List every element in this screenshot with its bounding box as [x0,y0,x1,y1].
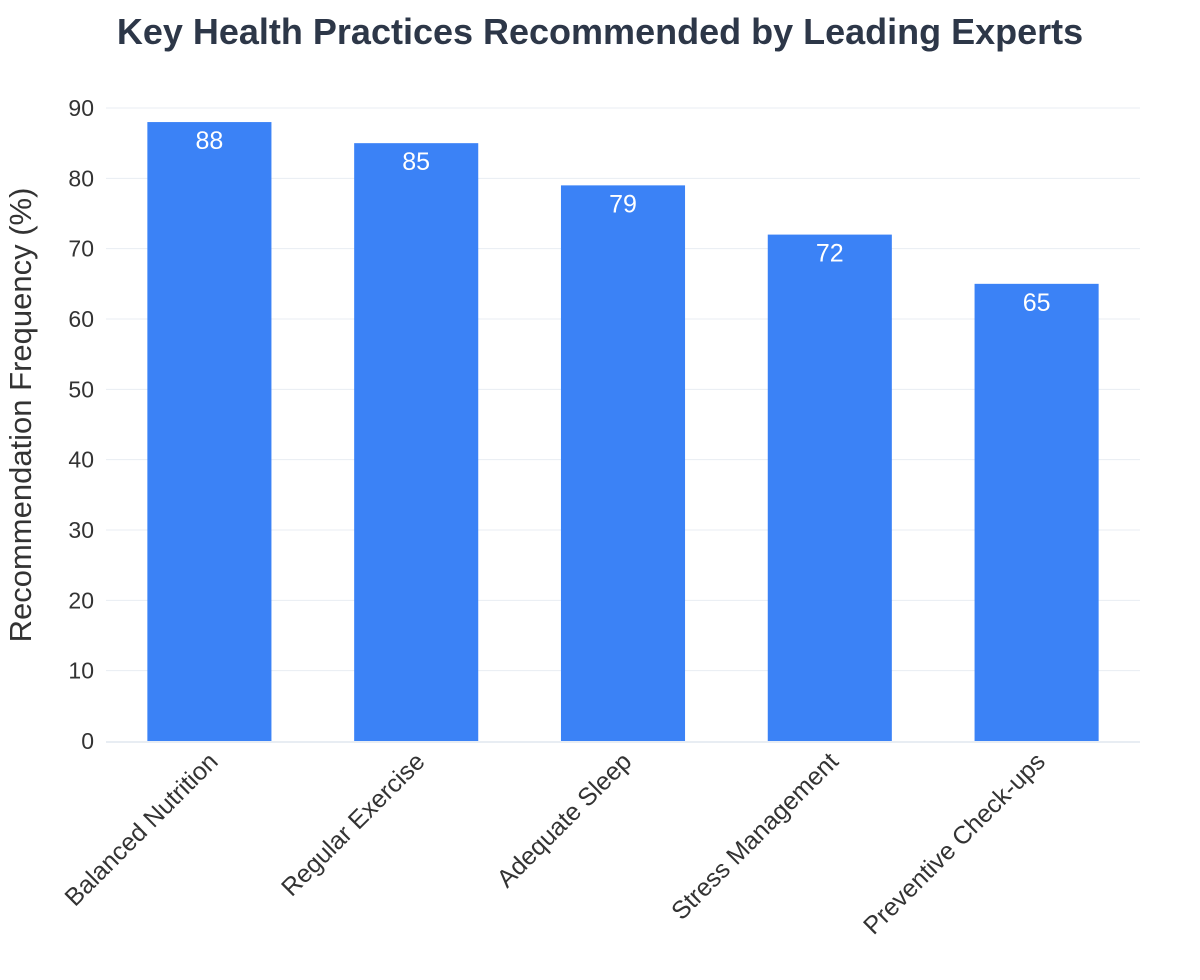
y-tick-label: 30 [68,517,94,543]
bar [974,283,1099,741]
x-category-label: Adequate Sleep [492,747,638,893]
bar [560,185,686,741]
bar-value-label: 88 [195,127,223,155]
x-axis-categories: Balanced Nutrition Regular Exercise Adequa… [59,747,1050,940]
bar-value-label: 72 [816,240,844,268]
y-tick-label: 80 [68,165,94,191]
x-category-label: Stress Management [666,747,844,925]
y-tick-label: 10 [68,658,94,684]
y-tick-label: 90 [68,95,94,121]
x-category-label: Regular Exercise [276,747,430,901]
chart-title: Key Health Practices Recommended by Lead… [117,11,1083,52]
bar [354,143,479,741]
y-tick-label: 40 [68,447,94,473]
bar-value-label: 85 [402,148,430,176]
bars [147,122,1099,742]
y-tick-label: 0 [81,728,94,754]
x-category-label: Preventive Check-ups [858,747,1051,940]
y-tick-label: 20 [68,587,94,613]
bar-value-label: 79 [609,190,637,218]
data-labels: 88 85 79 72 65 [195,127,1050,317]
y-axis-ticks: 0 10 20 30 40 50 60 70 80 90 [68,95,94,754]
y-axis-title: Recommendation Frequency (%) [3,188,38,643]
bar-value-label: 65 [1023,289,1051,317]
bar [147,122,272,742]
y-tick-label: 60 [68,306,94,332]
bar [767,234,892,741]
x-category-label: Balanced Nutrition [59,747,223,911]
y-tick-label: 70 [68,236,94,262]
y-tick-label: 50 [68,376,94,402]
